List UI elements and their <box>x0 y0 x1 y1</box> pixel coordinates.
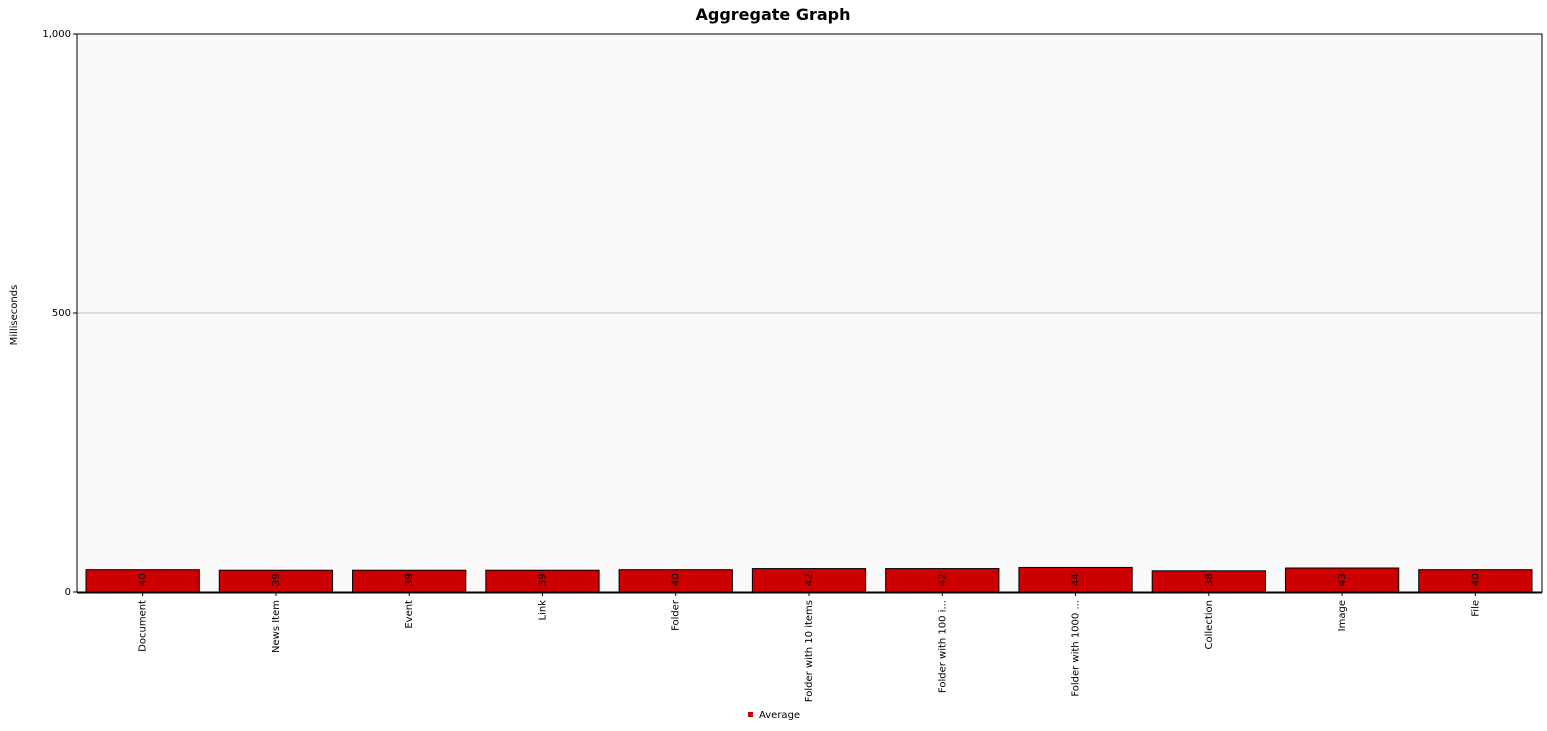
bar-value-label: 39 <box>537 573 548 586</box>
x-category-label: Document <box>138 600 149 652</box>
data-labels: 40 39 39 39 40 42 42 44 38 43 40 <box>138 573 1482 586</box>
legend-swatch <box>748 712 753 717</box>
bars <box>85 566 1533 593</box>
bar-value-label: 39 <box>404 573 415 586</box>
bar-value-label: 40 <box>138 573 149 586</box>
bar-value-label: 43 <box>1337 573 1348 586</box>
x-category-label: Folder with 100 i... <box>937 600 948 693</box>
y-tick-label: 1,000 <box>42 29 71 40</box>
y-tick-label: 500 <box>52 308 71 319</box>
x-category-label: Collection <box>1204 600 1215 649</box>
bar <box>1018 566 1133 593</box>
y-axis-label: Milliseconds <box>9 285 20 346</box>
bar-value-label: 39 <box>271 573 282 586</box>
x-category-label: Folder with 10 items <box>804 600 815 702</box>
bar-value-label: 42 <box>937 573 948 586</box>
y-tick-label: 0 <box>65 587 71 598</box>
bar-value-label: 44 <box>1071 573 1082 586</box>
x-category-label: Image <box>1337 600 1348 631</box>
x-category-label: Event <box>404 600 415 629</box>
x-category-label: Link <box>537 600 548 621</box>
chart-title: Aggregate Graph <box>695 5 850 24</box>
x-category-label: File <box>1470 600 1481 617</box>
x-axis-labels: Document News Item Event Link Folder Folder w… <box>138 592 1481 702</box>
legend: Average <box>748 710 800 721</box>
bar-value-label: 38 <box>1204 573 1215 586</box>
legend-label: Average <box>759 710 800 721</box>
bar-value-label: 42 <box>804 573 815 586</box>
x-category-label: News Item <box>271 600 282 653</box>
bar-value-label: 40 <box>1470 573 1481 586</box>
x-category-label: Folder with 1000 ... <box>1071 600 1082 697</box>
x-category-label: Folder <box>671 599 682 631</box>
y-axis-ticks: 0 500 1,000 <box>42 29 77 598</box>
bar-value-label: 40 <box>671 573 682 586</box>
